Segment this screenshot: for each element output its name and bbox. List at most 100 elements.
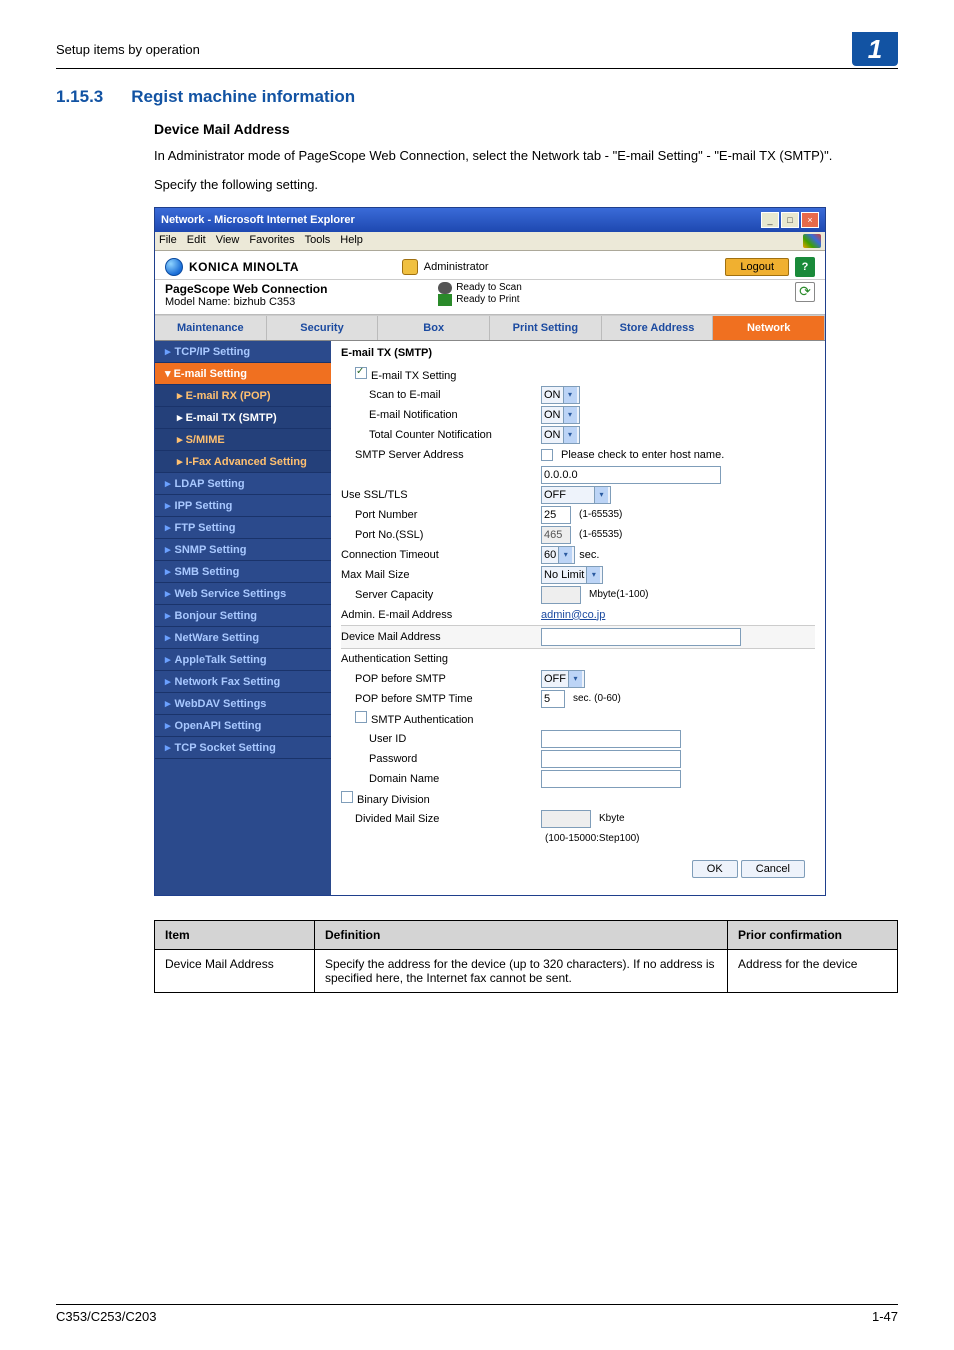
- panel-title: E-mail TX (SMTP): [341, 347, 815, 359]
- tab-print-setting[interactable]: Print Setting: [490, 316, 602, 340]
- domain-label: Domain Name: [341, 773, 541, 785]
- menu-help[interactable]: Help: [340, 234, 363, 248]
- sub-heading: Device Mail Address: [154, 121, 898, 137]
- menu-favorites[interactable]: Favorites: [249, 234, 294, 248]
- max-mail-select[interactable]: No Limit▾: [541, 566, 603, 584]
- auth-setting-label: Authentication Setting: [341, 653, 541, 665]
- password-input[interactable]: [541, 750, 681, 768]
- tab-store-address[interactable]: Store Address: [602, 316, 714, 340]
- sidebar-item-ldap[interactable]: ▸LDAP Setting: [155, 473, 331, 495]
- port-ssl-range: (1-65535): [579, 529, 622, 540]
- user-id-input[interactable]: [541, 730, 681, 748]
- smtp-addr-input[interactable]: [541, 466, 721, 484]
- server-cap-unit: Mbyte(1-100): [589, 589, 648, 600]
- globe-icon: [165, 258, 183, 276]
- windows-flag-icon: [803, 234, 821, 248]
- section-heading: 1.15.3Regist machine information: [56, 87, 898, 107]
- pop-time-unit: sec. (0-60): [573, 693, 621, 704]
- sidebar-item-ipp[interactable]: ▸IPP Setting: [155, 495, 331, 517]
- divided-size-input: [541, 810, 591, 828]
- sidebar-sub-email-tx[interactable]: ▸ E-mail TX (SMTP): [155, 407, 331, 429]
- port-num-input[interactable]: [541, 506, 571, 524]
- binary-div-label: Binary Division: [357, 794, 430, 806]
- cancel-button[interactable]: Cancel: [741, 860, 805, 878]
- hostname-note: Please check to enter host name.: [561, 449, 724, 461]
- scan-status: Ready to Scan: [456, 282, 522, 293]
- tab-maintenance[interactable]: Maintenance: [155, 316, 267, 340]
- pop-before-select[interactable]: OFF▾: [541, 670, 585, 688]
- sidebar-item-networkfax[interactable]: ▸Network Fax Setting: [155, 671, 331, 693]
- sidebar-item-appletalk[interactable]: ▸AppleTalk Setting: [155, 649, 331, 671]
- tab-box[interactable]: Box: [378, 316, 490, 340]
- sidebar-item-tcpsocket[interactable]: ▸TCP Socket Setting: [155, 737, 331, 759]
- menu-view[interactable]: View: [216, 234, 240, 248]
- sidebar-item-webdav[interactable]: ▸WebDAV Settings: [155, 693, 331, 715]
- cell-prior: Address for the device: [728, 949, 898, 992]
- sidebar-item-tcpip[interactable]: ▸TCP/IP Setting: [155, 341, 331, 363]
- sidebar-item-snmp[interactable]: ▸SNMP Setting: [155, 539, 331, 561]
- pop-time-input[interactable]: [541, 690, 565, 708]
- hostname-checkbox[interactable]: [541, 449, 553, 461]
- user-id-label: User ID: [341, 733, 541, 745]
- section-title: Regist machine information: [131, 87, 355, 106]
- model-label: Model Name: bizhub C353: [165, 296, 438, 308]
- help-button[interactable]: ?: [795, 257, 815, 277]
- tab-security[interactable]: Security: [267, 316, 379, 340]
- sidebar-item-smb[interactable]: ▸SMB Setting: [155, 561, 331, 583]
- smtp-addr-label: SMTP Server Address: [341, 449, 541, 461]
- sidebar-sub-ifax[interactable]: ▸ I-Fax Advanced Setting: [155, 451, 331, 473]
- cell-item: Device Mail Address: [155, 949, 315, 992]
- screenshot-window: Network - Microsoft Internet Explorer _ …: [154, 207, 826, 896]
- cell-definition: Specify the address for the device (up t…: [315, 949, 728, 992]
- sidebar-item-netware[interactable]: ▸NetWare Setting: [155, 627, 331, 649]
- ok-button[interactable]: OK: [692, 860, 738, 878]
- admin-label: Administrator: [424, 261, 489, 273]
- sidebar-item-webservice[interactable]: ▸Web Service Settings: [155, 583, 331, 605]
- password-label: Password: [341, 753, 541, 765]
- port-num-range: (1-65535): [579, 509, 622, 520]
- admin-icon: [402, 259, 418, 275]
- logout-button[interactable]: Logout: [725, 258, 789, 276]
- sidebar-item-openapi[interactable]: ▸OpenAPI Setting: [155, 715, 331, 737]
- divided-size-label: Divided Mail Size: [341, 813, 541, 825]
- admin-email-value: admin@co.jp: [541, 609, 605, 621]
- domain-input[interactable]: [541, 770, 681, 788]
- conn-timeout-select[interactable]: 60▾: [541, 546, 575, 564]
- email-tx-setting-label: E-mail TX Setting: [371, 370, 456, 382]
- port-ssl-input: [541, 526, 571, 544]
- window-max-button[interactable]: □: [781, 212, 799, 228]
- device-mail-input[interactable]: [541, 628, 741, 646]
- footer-left: C353/C253/C203: [56, 1309, 156, 1324]
- footer-right: 1-47: [872, 1309, 898, 1324]
- use-ssl-select[interactable]: OFF▾: [541, 486, 611, 504]
- pop-time-label: POP before SMTP Time: [341, 693, 541, 705]
- menu-file[interactable]: File: [159, 234, 177, 248]
- menu-edit[interactable]: Edit: [187, 234, 206, 248]
- email-notif-select[interactable]: ON▾: [541, 406, 580, 424]
- sidebar-item-ftp[interactable]: ▸FTP Setting: [155, 517, 331, 539]
- server-cap-label: Server Capacity: [341, 589, 541, 601]
- email-tx-checkbox[interactable]: [355, 367, 367, 379]
- server-cap-input: [541, 586, 581, 604]
- max-mail-label: Max Mail Size: [341, 569, 541, 581]
- tab-network[interactable]: Network: [713, 316, 825, 340]
- divided-note: (100-15000:Step100): [545, 833, 640, 844]
- admin-email-label: Admin. E-mail Address: [341, 609, 541, 621]
- window-close-button[interactable]: ×: [801, 212, 819, 228]
- binary-div-checkbox[interactable]: [341, 791, 353, 803]
- use-ssl-label: Use SSL/TLS: [341, 489, 541, 501]
- sidebar-item-bonjour[interactable]: ▸Bonjour Setting: [155, 605, 331, 627]
- scan-to-email-select[interactable]: ON▾: [541, 386, 580, 404]
- sidebar-item-email[interactable]: ▾ E-mail Setting: [155, 363, 331, 385]
- divided-unit: Kbyte: [599, 813, 625, 824]
- total-counter-select[interactable]: ON▾: [541, 426, 580, 444]
- sidebar-sub-email-rx[interactable]: ▸ E-mail RX (POP): [155, 385, 331, 407]
- smtp-auth-checkbox[interactable]: [355, 711, 367, 723]
- menu-tools[interactable]: Tools: [305, 234, 331, 248]
- paragraph-2: Specify the following setting.: [154, 176, 898, 195]
- table-row: Device Mail Address Specify the address …: [155, 949, 898, 992]
- breadcrumb: Setup items by operation: [56, 42, 852, 57]
- refresh-icon[interactable]: ⟳: [795, 282, 815, 302]
- window-min-button[interactable]: _: [761, 212, 779, 228]
- sidebar-sub-smime[interactable]: ▸ S/MIME: [155, 429, 331, 451]
